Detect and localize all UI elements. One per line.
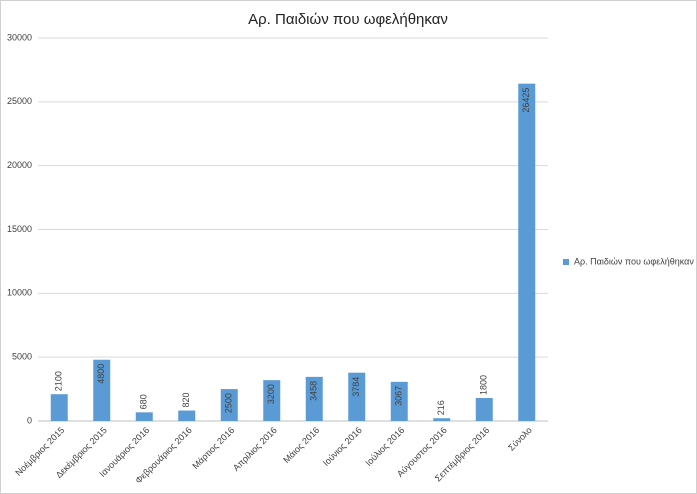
data-label: 3200: [266, 384, 276, 404]
data-label: 3458: [309, 381, 319, 401]
bar: [348, 372, 366, 421]
y-tick-label: 25000: [7, 96, 32, 106]
y-tick-label: 20000: [7, 160, 32, 170]
bar: [178, 410, 196, 421]
data-label: 26425: [521, 88, 531, 113]
bar: [93, 359, 111, 421]
data-label: 680: [139, 394, 149, 409]
bar: [433, 418, 451, 421]
y-tick-label: 10000: [7, 288, 32, 298]
data-label: 2100: [54, 371, 64, 391]
bar: [475, 398, 493, 421]
data-label: 2500: [224, 393, 234, 413]
bar: [135, 412, 153, 421]
bar: [220, 389, 238, 421]
bar: [263, 380, 281, 421]
y-tick-label: 15000: [7, 224, 32, 234]
legend-swatch: [563, 259, 569, 265]
data-label: 4800: [96, 364, 106, 384]
bar: [50, 394, 68, 421]
data-label: 820: [181, 393, 191, 408]
bar: [305, 376, 323, 421]
bar: [390, 381, 408, 421]
data-label: 3067: [394, 386, 404, 406]
bar: [518, 83, 536, 421]
data-label: 216: [436, 400, 446, 415]
y-tick-label: 5000: [12, 352, 32, 362]
data-label: 3784: [351, 377, 361, 397]
chart-title: Αρ. Παιδιών που ωφελήθηκαν: [248, 11, 448, 28]
y-tick-label: 0: [27, 415, 32, 425]
data-label: 1800: [479, 375, 489, 395]
y-tick-label: 30000: [7, 32, 32, 42]
legend-label: Αρ. Παιδιών που ωφελήθηκαν: [574, 256, 694, 266]
